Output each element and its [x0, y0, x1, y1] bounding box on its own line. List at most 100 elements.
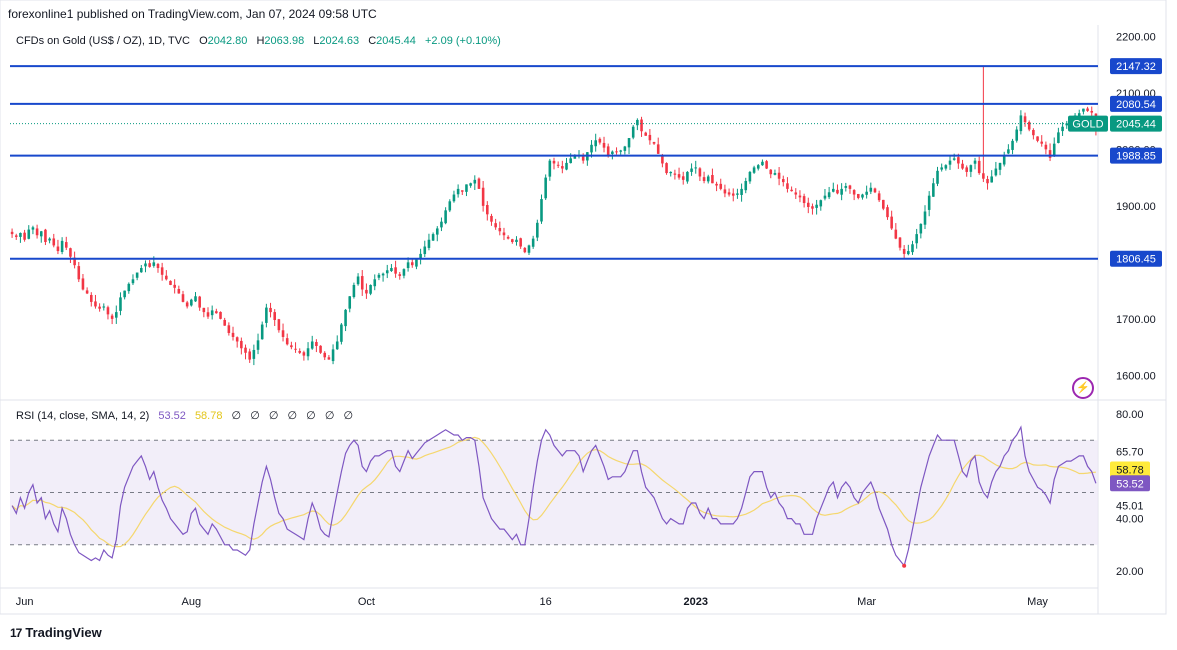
candle-body — [240, 340, 243, 349]
symbol-label[interactable]: CFDs on Gold (US$ / OZ), 1D, TVC — [16, 35, 191, 47]
rsi-axis-tick: 45.01 — [1116, 501, 1144, 513]
candle-body — [140, 268, 143, 273]
candle-body — [348, 296, 352, 309]
level-tag: 2147.32 — [1110, 58, 1162, 75]
na-marker: ∅ — [343, 410, 354, 422]
candle-body — [602, 142, 606, 148]
candle-body — [298, 350, 302, 353]
candle-body — [248, 351, 251, 360]
candles — [10, 66, 1098, 366]
rsi-label[interactable]: RSI (14, close, SMA, 14, 2) — [16, 410, 150, 422]
candle-body — [827, 192, 831, 198]
candle-body — [673, 173, 677, 175]
candle-body — [573, 156, 577, 159]
candle-body — [202, 307, 206, 313]
candle-body — [631, 126, 635, 138]
candle-body — [919, 223, 923, 234]
candle-body — [715, 183, 718, 186]
candle-body — [957, 157, 960, 164]
rsi-line — [11, 425, 1097, 568]
candle-body — [969, 165, 973, 172]
time-axis-tick: Mar — [857, 596, 876, 608]
candle-body — [210, 310, 214, 316]
symbol-tag-bg — [1068, 115, 1108, 132]
candle-body — [752, 167, 756, 173]
rsi-value-tag-label: 53.52 — [1116, 478, 1144, 490]
candle-body — [60, 240, 64, 252]
candle-body — [911, 244, 914, 253]
candle-body — [119, 297, 122, 311]
na-marker: ∅ — [287, 410, 298, 422]
candle-body — [185, 302, 189, 307]
candle-body — [265, 307, 268, 323]
candle-body — [48, 238, 51, 241]
candle-body — [698, 168, 702, 177]
candle-body — [1027, 122, 1031, 130]
candle-body — [581, 156, 585, 161]
candle-body — [1052, 143, 1056, 157]
candle-body — [269, 307, 272, 313]
candle-body — [448, 201, 452, 211]
low-label: L — [313, 35, 320, 47]
candle-body — [902, 248, 906, 254]
level-tag: 1988.85 — [1110, 147, 1162, 164]
candle-body — [561, 166, 564, 169]
candle-body — [469, 183, 472, 186]
candle-body — [94, 301, 97, 307]
candle-body — [569, 158, 572, 164]
candle-body — [619, 150, 622, 152]
level-tag-label: 1806.45 — [1116, 254, 1156, 266]
candle-body — [177, 288, 181, 294]
price-axis-tick: 1600.00 — [1116, 370, 1156, 382]
candle-body — [511, 239, 514, 243]
candle-body — [1082, 108, 1085, 112]
level-tag-label: 2080.54 — [1116, 99, 1156, 111]
rsi-axis-tick: 80.00 — [1116, 409, 1144, 421]
candle-body — [294, 348, 297, 350]
candle-body — [477, 178, 481, 189]
candle-body — [873, 188, 877, 193]
chart-border — [0, 0, 1167, 615]
candle-body — [406, 262, 410, 269]
candle-body — [319, 345, 322, 353]
candle-body — [423, 246, 427, 255]
candle-body — [1065, 123, 1069, 126]
candle-body — [27, 229, 31, 239]
candle-body — [890, 216, 893, 229]
candle-body — [565, 162, 568, 170]
candle-body — [198, 296, 201, 308]
candle-body — [861, 194, 864, 198]
lightning-bolt-icon[interactable]: ⚡ — [1072, 377, 1094, 399]
candle-body — [335, 341, 339, 350]
open-label: O — [199, 35, 208, 47]
candle-body — [10, 231, 14, 235]
candle-body — [1077, 113, 1081, 116]
candle-body — [394, 267, 397, 274]
candle-body — [590, 144, 593, 153]
rsi-sma-value: 58.78 — [194, 410, 223, 422]
candle-body — [473, 179, 477, 184]
rsi-axis-tick: 40.00 — [1116, 514, 1144, 526]
candle-body — [611, 151, 614, 154]
candle-body — [548, 160, 552, 177]
candle-body — [1036, 136, 1039, 141]
high-value: 2063.98 — [264, 35, 305, 47]
candle-body — [156, 263, 160, 269]
candle-body — [106, 307, 110, 315]
candle-body — [952, 158, 956, 160]
candle-body — [169, 280, 172, 285]
candle-body — [756, 165, 760, 169]
candle-body — [494, 223, 497, 228]
candle-body — [527, 245, 531, 253]
candle-body — [973, 160, 977, 164]
candle-body — [490, 215, 493, 222]
candle-body — [986, 179, 989, 184]
candle-body — [765, 161, 768, 169]
candle-body — [181, 294, 185, 302]
rsi-value-tag-bg — [1110, 475, 1150, 492]
candle-body — [940, 167, 943, 170]
candle-body — [877, 193, 881, 201]
candle-body — [381, 273, 385, 276]
candle-body — [23, 232, 26, 240]
